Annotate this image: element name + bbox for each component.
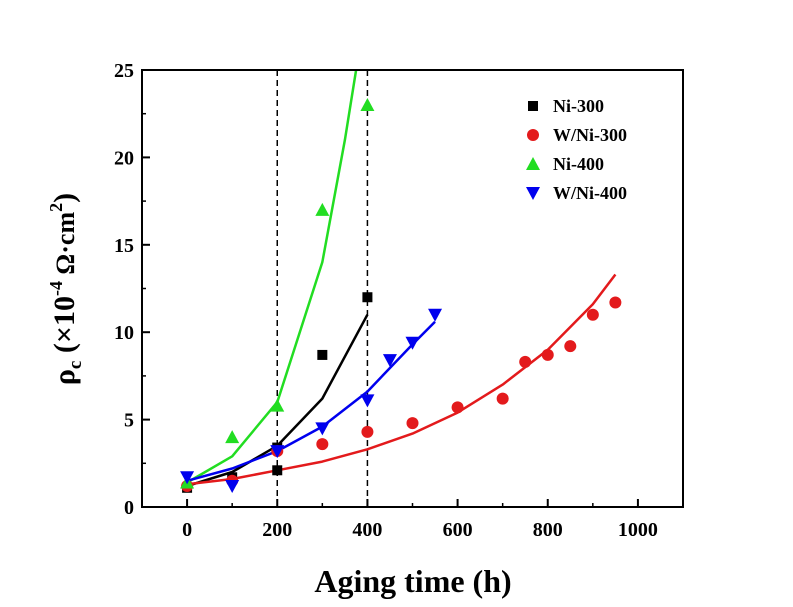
legend-marker [527, 129, 539, 141]
data-point [382, 354, 397, 368]
y-tick-label: 20 [114, 147, 134, 169]
y-label-unit-exponent: 2 [46, 203, 66, 212]
data-point [270, 445, 285, 459]
legend-label: W/Ni-400 [553, 183, 627, 203]
y-label-subscript: c [65, 361, 86, 369]
y-tick-label: 0 [124, 497, 134, 519]
data-point [360, 97, 375, 111]
legend-label: Ni-400 [553, 154, 604, 174]
axes: 0 200 400 600 800 1000 0 5 10 15 20 25 [114, 60, 684, 541]
fit-line-ni-400 [186, 70, 358, 484]
data-point [586, 308, 599, 321]
data-point [315, 202, 330, 216]
x-tick-label: 400 [352, 519, 382, 541]
plot-area [180, 70, 622, 507]
legend-marker [526, 187, 540, 200]
y-label-close: ) [48, 193, 81, 203]
legend-marker [526, 157, 540, 170]
x-tick-label: 800 [533, 519, 563, 541]
x-tick-label: 1000 [618, 519, 658, 541]
y-label-unit: Ω·cm [51, 212, 80, 282]
x-tick-label: 200 [262, 519, 292, 541]
data-point [316, 438, 329, 451]
data-point [315, 422, 330, 436]
data-point [519, 355, 532, 368]
data-point [405, 336, 420, 350]
data-point [406, 417, 419, 430]
y-tick-label: 25 [114, 60, 134, 82]
legend: Ni-300 W/Ni-300 Ni-400 W/Ni-400 [526, 96, 627, 203]
data-point [496, 392, 509, 405]
data-point [225, 430, 240, 444]
data-point [541, 348, 554, 361]
data-point [609, 296, 622, 309]
x-axis-label: Aging time (h) [314, 563, 511, 599]
data-point [272, 465, 283, 476]
fit-line-w-ni-300 [186, 273, 617, 486]
x-tick-label: 600 [443, 519, 473, 541]
y-tick-label: 5 [124, 410, 134, 432]
data-point [270, 398, 285, 412]
y-axis-label: ρc (×10-4 Ω·cm2) [46, 193, 86, 385]
data-point [362, 292, 373, 303]
legend-label: W/Ni-300 [553, 125, 627, 145]
data-point [225, 480, 240, 494]
legend-label: Ni-300 [553, 96, 604, 116]
data-point [564, 340, 577, 353]
y-tick-label: 10 [114, 322, 134, 344]
y-label-symbol: ρ [48, 369, 81, 385]
data-point [317, 349, 328, 360]
data-point [451, 401, 464, 414]
data-point [428, 308, 443, 322]
legend-marker [528, 101, 538, 111]
data-point [180, 471, 195, 485]
x-tick-label: 0 [182, 519, 192, 541]
fit-line-w-ni-400 [186, 320, 436, 483]
y-tick-label: 15 [114, 235, 134, 257]
y-label-scale-exponent: -4 [46, 281, 66, 296]
y-label-scale: (×10 [48, 296, 81, 361]
data-point [360, 394, 375, 408]
data-point [361, 425, 374, 438]
